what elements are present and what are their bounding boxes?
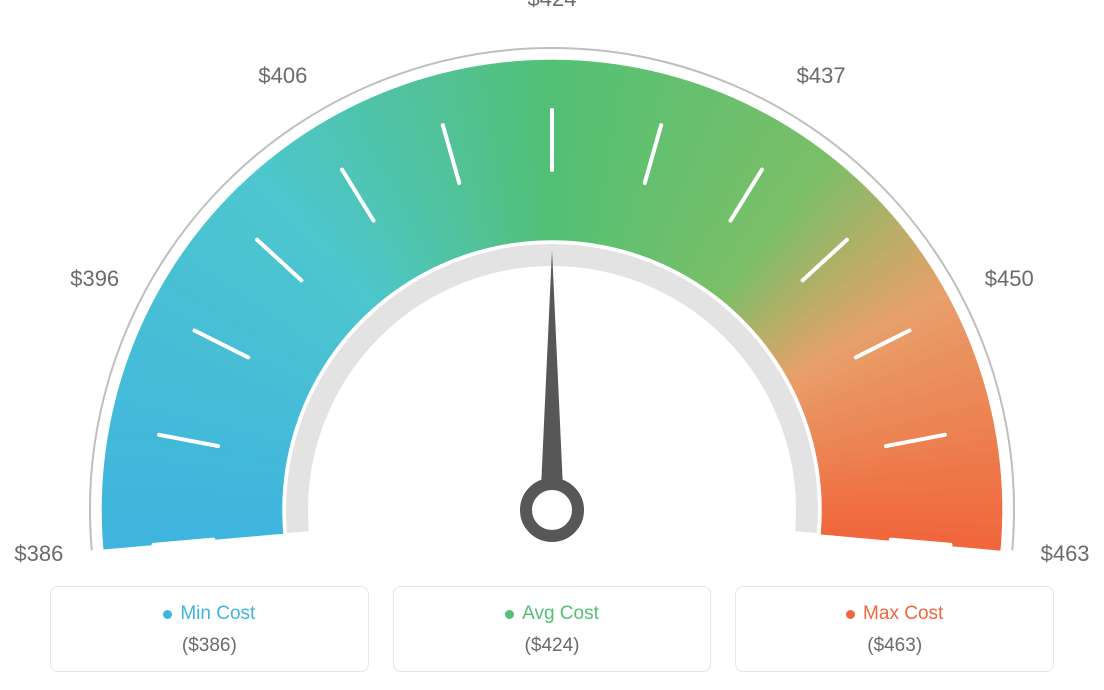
legend-card-min: Min Cost ($386)	[50, 586, 369, 672]
legend-title-max: Max Cost	[846, 603, 943, 625]
gauge-tick-label: $406	[258, 63, 307, 89]
gauge-tick-label: $463	[1041, 541, 1090, 567]
legend-dot-min	[163, 610, 172, 619]
legend-label-min: Min Cost	[180, 603, 255, 625]
legend-value-min: ($386)	[63, 635, 356, 657]
legend-title-min: Min Cost	[163, 603, 255, 625]
gauge-needle-hub	[526, 484, 578, 536]
legend-value-max: ($463)	[748, 635, 1041, 657]
legend-title-avg: Avg Cost	[505, 603, 599, 625]
gauge-tick-label: $424	[528, 0, 577, 12]
legend-label-max: Max Cost	[863, 603, 943, 625]
legend-value-avg: ($424)	[406, 635, 699, 657]
gauge-area: $386 $396 $406 $424 $437 $450 $463	[0, 0, 1104, 570]
gauge-svg	[0, 0, 1104, 570]
gauge-needle	[540, 250, 564, 510]
gauge-tick-label: $396	[70, 266, 119, 292]
legend-card-max: Max Cost ($463)	[735, 586, 1054, 672]
gauge-tick-label: $386	[14, 541, 63, 567]
legend-label-avg: Avg Cost	[522, 603, 599, 625]
gauge-tick-label: $450	[985, 266, 1034, 292]
legend-card-avg: Avg Cost ($424)	[393, 586, 712, 672]
gauge-tick-label: $437	[797, 63, 846, 89]
legend-row: Min Cost ($386) Avg Cost ($424) Max Cost…	[50, 586, 1054, 672]
cost-gauge-chart: $386 $396 $406 $424 $437 $450 $463 Min Cost ($…	[0, 0, 1104, 690]
legend-dot-avg	[505, 610, 514, 619]
legend-dot-max	[846, 610, 855, 619]
